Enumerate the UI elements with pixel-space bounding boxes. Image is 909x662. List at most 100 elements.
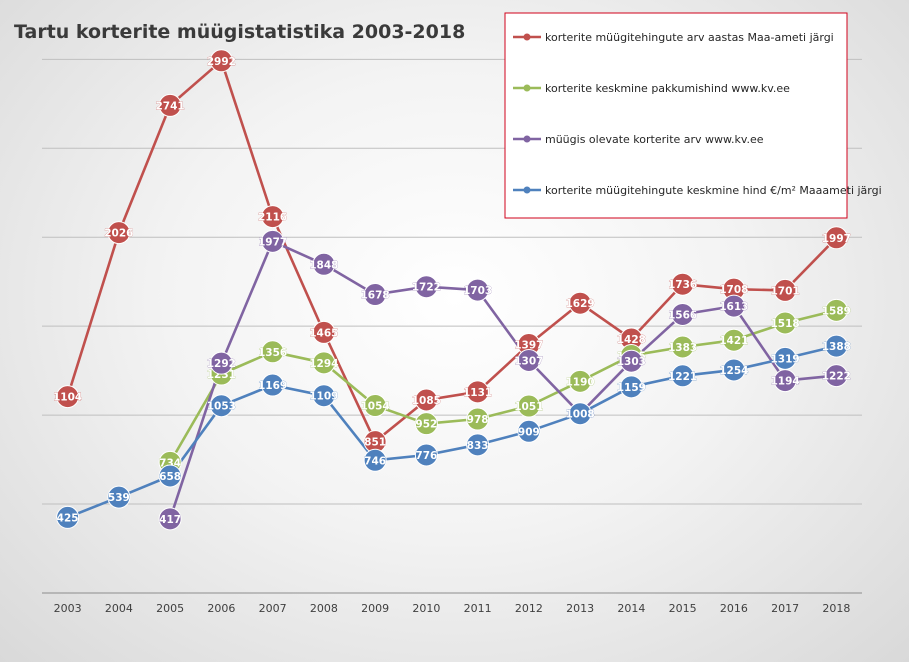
- data-label: 1222: [822, 371, 851, 383]
- legend-box: [504, 12, 848, 219]
- x-tick-label: 2005: [156, 602, 184, 615]
- data-point: [312, 351, 336, 375]
- data-label: 1169: [258, 380, 287, 392]
- data-label: 1421: [719, 335, 748, 347]
- data-point: [363, 394, 387, 418]
- data-point: [363, 283, 387, 307]
- legend-entry-label: korterite müügitehingute keskmine hind €…: [545, 184, 882, 197]
- data-point: [158, 507, 182, 531]
- data-label: 1518: [771, 318, 800, 330]
- legend-entry-label: korterite keskmine pakkumishind www.kv.e…: [545, 82, 790, 95]
- data-point: [209, 394, 233, 418]
- data-point: [671, 302, 695, 326]
- x-tick-label: 2018: [822, 602, 850, 615]
- data-point: [722, 294, 746, 318]
- data-label: 1589: [822, 305, 851, 317]
- data-point: [671, 335, 695, 359]
- data-label: 833: [467, 440, 489, 452]
- data-point: [312, 320, 336, 344]
- data-point: [517, 349, 541, 373]
- data-point: [619, 375, 643, 399]
- legend-entry-label: müügis olevate korterite arv www.kv.ee: [545, 133, 764, 146]
- data-label: 425: [57, 512, 79, 524]
- legend-marker: [523, 135, 531, 143]
- data-point: [209, 351, 233, 375]
- data-label: 1254: [719, 365, 748, 377]
- data-label: 1388: [822, 341, 851, 353]
- data-point: [363, 448, 387, 472]
- legend-marker: [523, 33, 531, 41]
- data-point: [722, 328, 746, 352]
- data-label: 1848: [309, 259, 338, 271]
- data-label: 1085: [412, 395, 441, 407]
- chart-title: Tartu korterite müügistatistika 2003-201…: [14, 21, 465, 43]
- data-point: [722, 358, 746, 382]
- data-label: 1294: [309, 358, 338, 370]
- data-label: 1194: [771, 376, 800, 388]
- data-label: 1722: [412, 282, 441, 294]
- data-label: 2992: [207, 56, 236, 68]
- series-line-4: [67, 344, 837, 519]
- x-tick-label: 2010: [412, 602, 440, 615]
- data-label: 1131: [463, 387, 492, 399]
- x-tick-label: 2009: [361, 602, 389, 615]
- data-points: 1104 2026 2741 2992 2116 1465 851 1085 1131 1397 1…: [53, 49, 851, 531]
- data-point: [824, 298, 848, 322]
- x-tick-label: 2003: [54, 602, 82, 615]
- data-label: 1678: [361, 290, 390, 302]
- data-label: 1053: [207, 401, 236, 413]
- legend-marker: [523, 84, 531, 92]
- data-point: [261, 205, 285, 229]
- data-label: 1566: [668, 309, 697, 321]
- data-point: [568, 369, 592, 393]
- data-point: [466, 278, 490, 302]
- data-point: [517, 419, 541, 443]
- x-tick-label: 2013: [566, 602, 594, 615]
- data-point: [466, 433, 490, 457]
- data-point: [773, 311, 797, 335]
- data-point: [107, 221, 131, 245]
- data-point: [312, 384, 336, 408]
- data-label: 1307: [514, 356, 543, 368]
- data-label: 1221: [668, 371, 697, 383]
- data-label: 2741: [156, 100, 185, 112]
- data-label: 1109: [309, 391, 338, 403]
- data-label: 1703: [463, 285, 492, 297]
- gridlines: [42, 58, 862, 505]
- data-point: [671, 272, 695, 296]
- data-point: [414, 388, 438, 412]
- data-label: 2116: [258, 212, 287, 224]
- x-axis: 2003 2004 2005 2006 2007 2008 2009 2010 2011 2012…: [42, 592, 862, 615]
- data-label: 1051: [514, 401, 543, 413]
- data-label: 2026: [104, 228, 133, 240]
- data-point: [261, 229, 285, 253]
- data-label: 909: [518, 426, 540, 438]
- x-tick-label: 2016: [720, 602, 748, 615]
- data-label: 1736: [668, 279, 697, 291]
- data-point: [414, 443, 438, 467]
- data-label: 1292: [207, 358, 236, 370]
- data-point: [517, 394, 541, 418]
- x-tick-label: 2008: [310, 602, 338, 615]
- data-point: [312, 252, 336, 276]
- data-point: [261, 340, 285, 364]
- data-point: [568, 291, 592, 315]
- legend: korterite müügitehingute arv aastas Maa-…: [504, 12, 882, 219]
- x-tick-label: 2014: [617, 602, 645, 615]
- x-tick-label: 2017: [771, 602, 799, 615]
- data-point: [56, 505, 80, 529]
- data-label: 1104: [53, 392, 82, 404]
- data-point: [56, 385, 80, 409]
- data-point: [671, 364, 695, 388]
- data-label: 1997: [822, 233, 851, 245]
- data-label: 952: [415, 419, 437, 431]
- data-label: 539: [108, 492, 130, 504]
- data-point: [824, 364, 848, 388]
- data-label: 417: [159, 514, 181, 526]
- data-label: 1465: [309, 327, 338, 339]
- data-label: 658: [159, 471, 181, 483]
- data-point: [209, 49, 233, 73]
- data-point: [619, 349, 643, 373]
- data-point: [414, 275, 438, 299]
- data-point: [466, 380, 490, 404]
